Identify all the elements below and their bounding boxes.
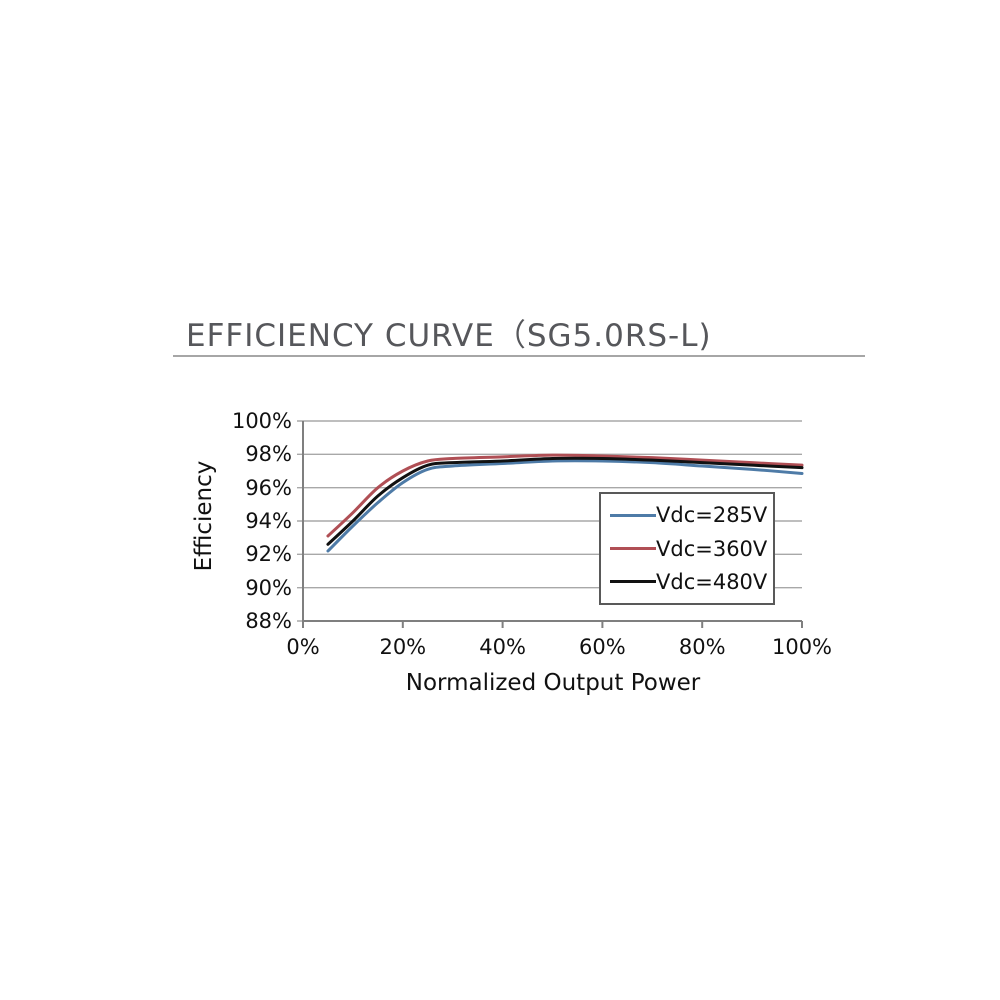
- legend-item-vdc-285v: Vdc=285V: [610, 503, 773, 527]
- chart-title: EFFICIENCY CURVE（SG5.0RS-L): [186, 318, 712, 354]
- legend-swatch-vdc-285v: [610, 513, 656, 517]
- title-divider: [173, 355, 865, 357]
- series-line-vdc-285v: [326, 459, 804, 553]
- legend-label-vdc-480v: Vdc=480V: [656, 569, 768, 594]
- legend-item-vdc-480v: Vdc=480V: [610, 570, 773, 594]
- legend-label-vdc-285v: Vdc=285V: [656, 503, 768, 528]
- legend-swatch-vdc-480v: [610, 580, 656, 584]
- legend-label-vdc-360v: Vdc=360V: [656, 536, 768, 561]
- legend-item-vdc-360v: Vdc=360V: [610, 537, 773, 561]
- legend: Vdc=285V Vdc=360V Vdc=480V: [599, 492, 775, 605]
- series-line-vdc-360v: [326, 453, 804, 538]
- series-line-vdc-480v: [326, 456, 804, 546]
- legend-swatch-vdc-360v: [610, 547, 656, 550]
